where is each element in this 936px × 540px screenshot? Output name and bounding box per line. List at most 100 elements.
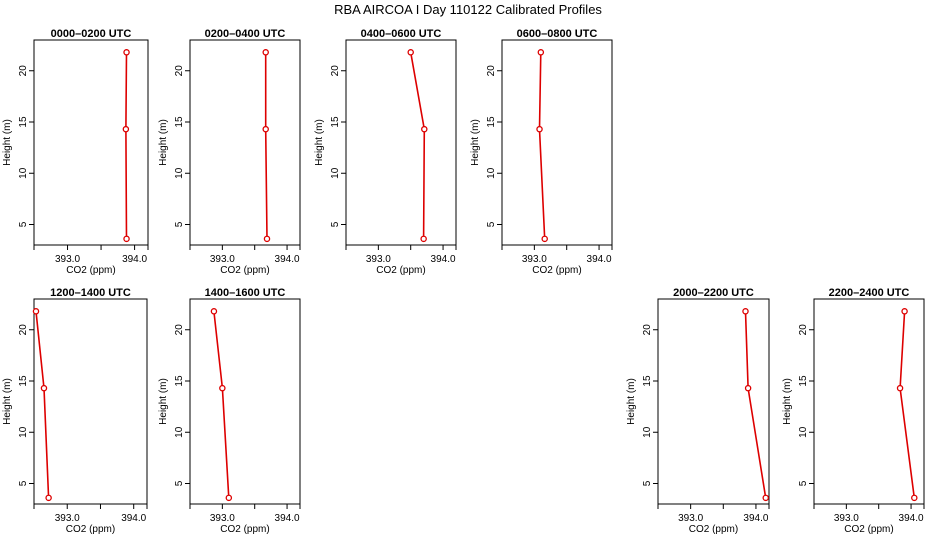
panel-6-ylabel: Height (m) — [158, 378, 169, 425]
panel-5-ytick-label-3: 20 — [18, 324, 29, 336]
panel-2-xtick-label-1: 394.0 — [275, 254, 300, 265]
panel-5: 1200–1400 UTC 393.0 394.0 CO2 (ppm) 5 10 15 20 H… — [2, 287, 148, 535]
panel-7-series-line — [744, 311, 767, 499]
panel-8-ytick-label-1: 10 — [798, 426, 809, 438]
panel-3-xlabel: CO2 (ppm) — [376, 265, 425, 276]
panel-7-ytick-label-2: 15 — [642, 375, 653, 387]
panel-7-ytick-label-0: 5 — [642, 480, 653, 486]
panel-5-point-2 — [32, 308, 40, 315]
panel-5-xtick-label-0: 393.0 — [55, 513, 80, 524]
panel-4-point-2 — [537, 49, 545, 56]
panel-6-ytick-label-2: 15 — [174, 375, 185, 387]
panel-1-ytick-label-2: 15 — [18, 116, 29, 128]
panel-2-series-line — [264, 52, 268, 239]
panel-3-title: 0400–0600 UTC — [361, 28, 442, 40]
panel-8-point-0 — [911, 494, 918, 502]
panel-4-ytick-label-1: 10 — [486, 167, 497, 179]
panel-5-xtick-label-1: 394.0 — [121, 513, 146, 524]
panel-1-xtick-label-0: 393.0 — [55, 254, 80, 265]
panel-8-series-line — [899, 311, 916, 499]
panel-4-ytick-label-0: 5 — [486, 221, 497, 227]
panel-4: 0600–0800 UTC 393.0 394.0 CO2 (ppm) 5 10 15 20 H… — [470, 28, 613, 276]
panel-6-series-line — [213, 311, 230, 498]
panel-7-point-1 — [744, 384, 752, 392]
panel-4-point-0 — [541, 235, 548, 243]
panel-2-ytick-label-0: 5 — [174, 221, 185, 227]
panel-1-ytick-label-3: 20 — [18, 65, 29, 77]
panel-2-xtick-label-0: 393.0 — [210, 254, 235, 265]
panel-3: 0400–0600 UTC 393.0 394.0 CO2 (ppm) 5 10 15 20 H… — [314, 28, 457, 276]
panel-2-ylabel: Height (m) — [158, 119, 169, 166]
panel-7-ylabel: Height (m) — [626, 378, 637, 425]
panel-7: 2000–2200 UTC 393.0 394.0 CO2 (ppm) 5 10 15 20 H… — [626, 287, 770, 535]
panel-4-ytick-label-2: 15 — [486, 116, 497, 128]
panel-1-xtick-label-1: 394.0 — [122, 254, 147, 265]
panel-4-series-line — [538, 52, 546, 239]
panel-7-point-2 — [742, 308, 749, 315]
panel-3-point-2 — [407, 49, 414, 56]
panel-2-point-2 — [262, 49, 269, 56]
panel-6-point-0 — [225, 494, 233, 502]
panel-6-xtick-label-0: 393.0 — [210, 513, 235, 524]
panel-6-xlabel: CO2 (ppm) — [220, 524, 269, 535]
panel-4-xtick-label-1: 394.0 — [587, 254, 612, 265]
panel-5-xlabel: CO2 (ppm) — [66, 524, 115, 535]
panel-2-xlabel: CO2 (ppm) — [220, 265, 269, 276]
panel-2-ytick-label-1: 10 — [174, 167, 185, 179]
panel-4-xlabel: CO2 (ppm) — [532, 265, 581, 276]
panel-5-point-0 — [45, 494, 52, 502]
panel-2-point-0 — [263, 235, 271, 243]
panel-5-point-1 — [40, 384, 48, 392]
panel-3-ytick-label-0: 5 — [330, 221, 341, 227]
panel-3-ylabel: Height (m) — [314, 119, 325, 166]
panel-8-xtick-label-1: 394.0 — [899, 513, 924, 524]
panel-1-title: 0000–0200 UTC — [51, 28, 132, 40]
panel-6-xtick-label-1: 394.0 — [275, 513, 300, 524]
panel-8-point-2 — [901, 308, 908, 315]
panel-6-title: 1400–1600 UTC — [205, 287, 286, 299]
panel-7-xlabel: CO2 (ppm) — [689, 524, 738, 535]
panel-6-point-1 — [219, 384, 226, 392]
panel-2-ytick-label-3: 20 — [174, 65, 185, 77]
panel-1-ytick-label-1: 10 — [18, 167, 29, 179]
panel-2-title: 0200–0400 UTC — [205, 28, 286, 40]
panel-3-point-0 — [420, 235, 427, 243]
panel-4-ylabel: Height (m) — [470, 119, 481, 166]
panel-8-xlabel: CO2 (ppm) — [844, 524, 893, 535]
panel-3-ytick-label-1: 10 — [330, 167, 341, 179]
panel-6-ytick-label-0: 5 — [174, 480, 185, 486]
page-title: RBA AIRCOA I Day 110122 Calibrated Profi… — [334, 2, 602, 17]
panel-2-point-1 — [262, 125, 269, 133]
panel-8-ytick-label-2: 15 — [798, 375, 809, 387]
panel-7-ytick-label-3: 20 — [642, 324, 653, 336]
panel-8-xtick-label-0: 393.0 — [834, 513, 859, 524]
panel-7-xtick-label-1: 394.0 — [743, 513, 768, 524]
panel-7-ytick-label-1: 10 — [642, 426, 653, 438]
panel-5-ytick-label-2: 15 — [18, 375, 29, 387]
panel-3-frame — [345, 39, 457, 246]
panel-5-title: 1200–1400 UTC — [50, 287, 131, 299]
panel-6-point-2 — [210, 308, 218, 315]
panel-8-title: 2200–2400 UTC — [829, 287, 910, 299]
panel-5-ytick-label-0: 5 — [18, 480, 29, 486]
panel-6-ytick-label-3: 20 — [174, 324, 185, 336]
panel-4-frame — [501, 39, 613, 246]
panel-8-ytick-label-3: 20 — [798, 324, 809, 336]
panel-8-ytick-label-0: 5 — [798, 480, 809, 486]
panel-1-frame — [33, 39, 149, 246]
panel-4-point-1 — [536, 125, 543, 133]
panel-6: 1400–1600 UTC 393.0 394.0 CO2 (ppm) 5 10 15 20 H… — [158, 287, 301, 535]
panel-4-xtick-label-0: 393.0 — [522, 254, 547, 265]
panel-5-ytick-label-1: 10 — [18, 426, 29, 438]
panel-3-point-1 — [421, 125, 428, 133]
panel-1-point-0 — [123, 235, 130, 243]
panel-8-frame — [813, 298, 925, 505]
panel-4-title: 0600–0800 UTC — [517, 28, 598, 40]
panel-5-ylabel: Height (m) — [2, 378, 13, 425]
panel-2-frame — [189, 39, 301, 246]
panel-8-ylabel: Height (m) — [782, 378, 793, 425]
panel-3-ytick-label-2: 15 — [330, 116, 341, 128]
panel-1-series-line — [125, 52, 128, 239]
panel-1-ylabel: Height (m) — [2, 119, 13, 166]
